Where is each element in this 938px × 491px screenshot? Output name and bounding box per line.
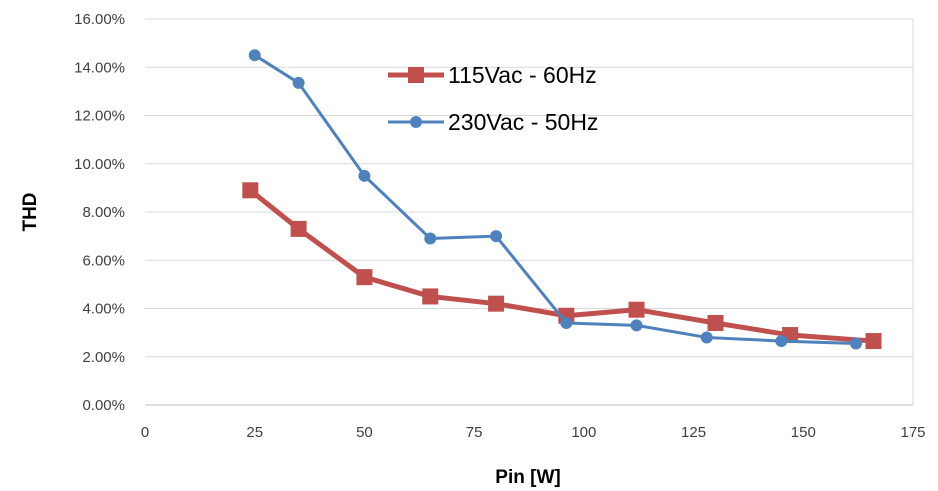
y-tick-label: 12.00% bbox=[74, 108, 125, 125]
data-point-marker bbox=[424, 232, 437, 245]
legend-label: 230Vac - 50Hz bbox=[448, 109, 598, 135]
data-point-marker bbox=[356, 269, 373, 286]
data-point-marker bbox=[630, 319, 643, 332]
x-axis-title: Pin [W] bbox=[495, 467, 560, 488]
series-line bbox=[253, 53, 858, 345]
data-point-marker bbox=[849, 337, 862, 350]
data-point-marker bbox=[422, 288, 439, 305]
legend-entry: 230Vac - 50Hz bbox=[388, 109, 598, 135]
x-tick-label: 175 bbox=[900, 424, 925, 441]
data-point-marker bbox=[490, 230, 503, 243]
data-point-marker bbox=[292, 76, 305, 89]
x-tick-label: 25 bbox=[246, 424, 263, 441]
y-tick-label: 4.00% bbox=[82, 301, 125, 318]
legend-entry: 115Vac - 60Hz bbox=[388, 62, 597, 88]
x-tick-label: 125 bbox=[681, 424, 706, 441]
data-point-marker bbox=[290, 220, 307, 237]
data-point-marker bbox=[248, 49, 261, 62]
data-point-marker bbox=[700, 331, 713, 344]
y-tick-label: 8.00% bbox=[82, 204, 125, 221]
y-tick-label: 16.00% bbox=[74, 11, 125, 28]
legend-marker bbox=[408, 67, 424, 83]
data-point-marker bbox=[775, 335, 788, 348]
data-point-marker bbox=[707, 314, 724, 331]
legend: 115Vac - 60Hz 230Vac - 50Hz bbox=[388, 62, 598, 135]
x-axis-ticks: 0 25 50 75 100 125 150 175 bbox=[141, 424, 926, 441]
x-tick-label: 0 bbox=[141, 424, 149, 441]
y-tick-label: 10.00% bbox=[74, 156, 125, 173]
series-1 bbox=[242, 182, 882, 350]
x-tick-label: 50 bbox=[356, 424, 373, 441]
data-point-marker bbox=[865, 333, 882, 350]
data-point-marker bbox=[628, 301, 645, 318]
legend-marker bbox=[410, 116, 422, 128]
y-tick-label: 0.00% bbox=[82, 397, 125, 414]
data-point-marker bbox=[242, 182, 259, 199]
x-tick-label: 75 bbox=[466, 424, 483, 441]
y-tick-label: 6.00% bbox=[82, 252, 125, 269]
gridlines bbox=[145, 18, 914, 406]
y-axis-ticks: 0.00% 2.00% 4.00% 6.00% 8.00% 10.00% 12.00% 14.… bbox=[74, 11, 125, 414]
y-axis-title: THD bbox=[20, 192, 41, 231]
data-point-marker bbox=[560, 316, 573, 329]
series-2 bbox=[248, 49, 862, 350]
x-tick-label: 150 bbox=[791, 424, 816, 441]
series-layer bbox=[242, 49, 882, 350]
legend-label: 115Vac - 60Hz bbox=[448, 62, 597, 88]
data-point-marker bbox=[488, 295, 505, 312]
data-point-marker bbox=[358, 169, 371, 182]
y-tick-label: 14.00% bbox=[74, 59, 125, 76]
series-line bbox=[247, 187, 877, 344]
y-tick-label: 2.00% bbox=[82, 349, 125, 366]
x-tick-label: 100 bbox=[571, 424, 596, 441]
